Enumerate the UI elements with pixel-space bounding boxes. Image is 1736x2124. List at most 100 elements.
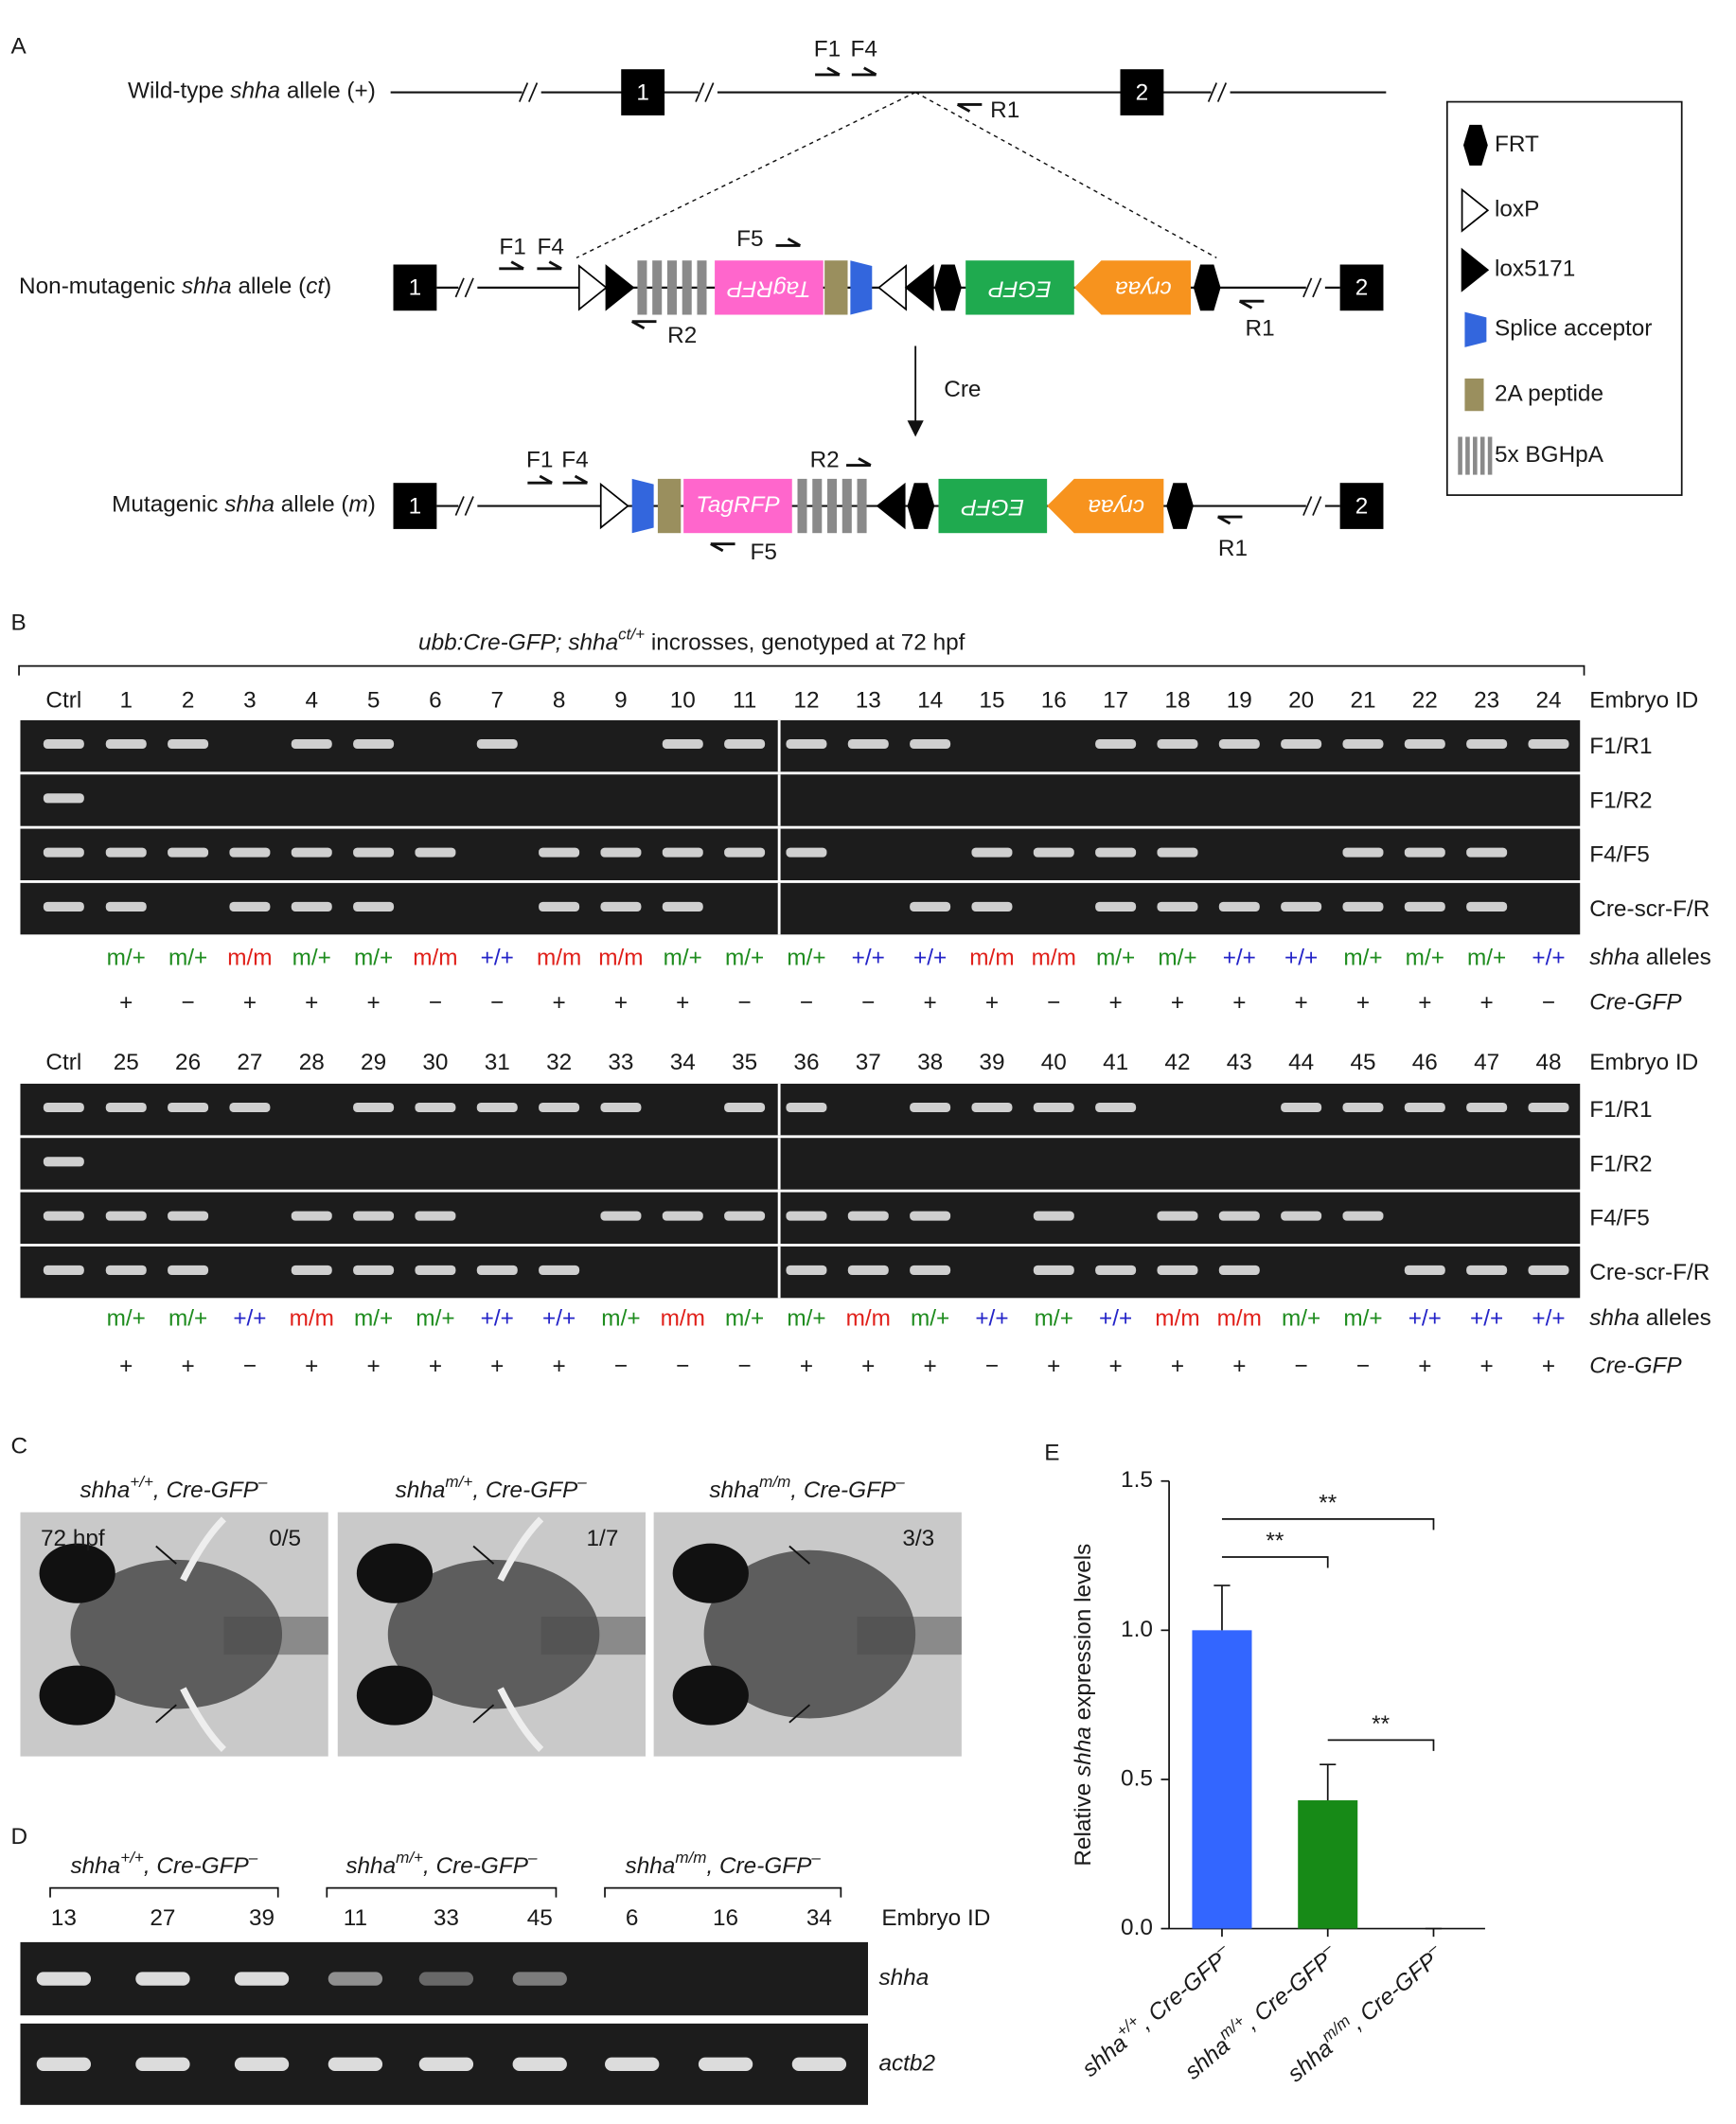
lane-label: 40 [1041, 1050, 1067, 1075]
gel-band [43, 1265, 84, 1275]
pointer-arrow [788, 1704, 810, 1724]
row-label: Embryo ID [881, 1905, 990, 1931]
genotype-label: m/m [227, 946, 272, 971]
significance-label: ** [1372, 1711, 1390, 1737]
gel-band [1342, 1211, 1384, 1221]
exon [393, 483, 437, 529]
text-segment: allele (+) [280, 79, 376, 104]
lane-label: Ctrl [45, 1050, 81, 1075]
lane-label: 11 [733, 687, 756, 713]
lane-label: 2 [182, 687, 195, 713]
gel-band [1157, 1265, 1198, 1275]
zoom-line [576, 91, 916, 258]
break-mark [1312, 496, 1322, 516]
text-segment: Wild-type [128, 79, 230, 104]
text-segment: ct [306, 274, 325, 299]
row-label: shha [878, 1965, 929, 1991]
break-mark [1302, 277, 1313, 298]
splice-acceptor [631, 478, 654, 534]
lane-label: 36 [793, 1050, 819, 1075]
row-label: shha alleles [1589, 946, 1711, 971]
gel-band [724, 1211, 766, 1221]
cre-sign: + [1109, 1354, 1123, 1379]
text-segment: , Cre-GFP [790, 1478, 896, 1504]
fish-body [387, 1559, 600, 1709]
cre-sign: + [181, 1354, 194, 1379]
text-segment: shha [396, 1478, 446, 1504]
gel-band [786, 1211, 827, 1221]
photo-title: shham/m, Cre-GFP– [709, 1473, 905, 1503]
lane-label: 33 [608, 1050, 633, 1075]
lane-label: 18 [1164, 687, 1190, 713]
allele-label: Non-mutagenic shha allele (ct) [19, 274, 331, 299]
genotype-label: +/+ [1532, 1306, 1565, 1332]
tagrfp [683, 478, 792, 534]
lox5171 [904, 264, 934, 311]
genotype-label: +/+ [913, 946, 947, 971]
cre-sign: + [366, 1354, 380, 1379]
genotype-label: +/+ [481, 946, 514, 971]
row-label: Cre-scr-F/R [1589, 1260, 1709, 1285]
gel-band [353, 901, 395, 912]
row-label: Cre-GFP [1589, 1354, 1682, 1379]
bghpa [652, 260, 663, 315]
gel-band [539, 1265, 580, 1275]
gel-band [539, 901, 580, 912]
gel-band [1466, 738, 1508, 750]
genotype-label: +/+ [1284, 946, 1318, 971]
gel-band [105, 1265, 147, 1275]
gel-band [43, 793, 84, 804]
gel-band [353, 738, 395, 750]
text-segment: – [895, 1473, 905, 1491]
exon-label: 2 [1355, 275, 1369, 301]
gel-band [1466, 901, 1508, 912]
text-segment: shha [1589, 1306, 1639, 1332]
gel-band [353, 1211, 395, 1221]
cre-sign: + [1295, 990, 1308, 1016]
genotype-label: m/+ [354, 946, 393, 971]
genotype-label: m/+ [1282, 1306, 1320, 1332]
bghpa [857, 478, 867, 534]
cre-sign: + [861, 1354, 875, 1379]
lane-label: 8 [553, 687, 566, 713]
lane-label: 19 [1227, 687, 1252, 713]
loxp [599, 482, 629, 530]
cre-sign: + [243, 990, 257, 1016]
break-mark [704, 82, 715, 102]
gel-band [1528, 738, 1569, 750]
frt [1193, 264, 1221, 311]
text-segment: ct/+ [618, 626, 645, 644]
break-mark [1312, 277, 1322, 298]
gel-band [43, 1157, 84, 1167]
cre-sign: + [1171, 1354, 1184, 1379]
loxp [877, 264, 907, 311]
text-segment: +/+ [130, 1473, 153, 1491]
primer-label: R1 [990, 97, 1019, 123]
fin [180, 1687, 226, 1752]
gel-band [910, 738, 951, 750]
gel-band [1157, 901, 1198, 912]
break-mark [1207, 82, 1218, 102]
lane-label: 22 [1412, 687, 1438, 713]
genotype-label: m/+ [911, 1306, 949, 1332]
cre-sign: + [614, 990, 628, 1016]
cre-sign: − [738, 1354, 752, 1379]
text-segment: shha [1589, 946, 1639, 971]
break-gap [1305, 493, 1325, 519]
fin [180, 1516, 226, 1582]
lane-label: 9 [614, 687, 628, 713]
text-segment: shha [709, 1478, 759, 1504]
text-segment: shha [1072, 1726, 1097, 1777]
break-mark [464, 496, 474, 516]
primer-label: F4 [850, 37, 877, 62]
pointer-arrow [788, 1545, 810, 1565]
gel-band [971, 1102, 1013, 1113]
primer-arrow [548, 260, 562, 271]
tagrfp-label: TagRFP [696, 492, 780, 518]
lane-label: 30 [422, 1050, 448, 1075]
exon [621, 69, 665, 115]
cre-sign: + [1047, 1354, 1060, 1379]
gel-band [662, 847, 703, 858]
gel-divider [777, 1192, 781, 1244]
